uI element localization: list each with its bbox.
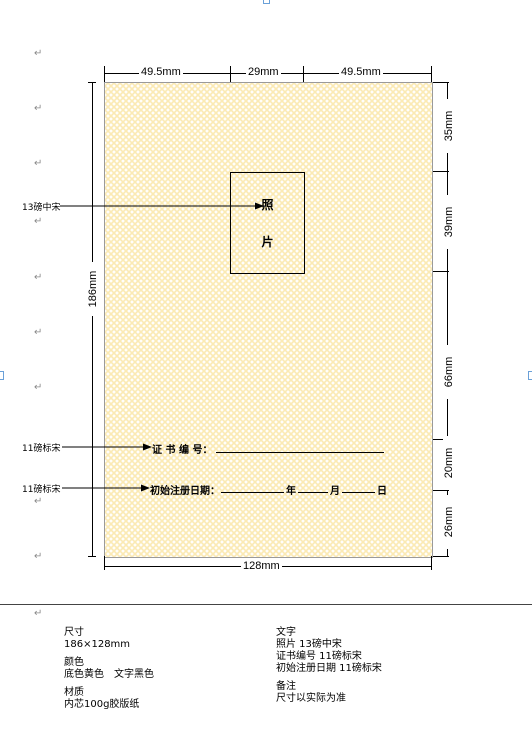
text-line-2: 证书编号 11磅标宋 [276, 651, 362, 662]
photo-char-1: 照 [261, 198, 274, 212]
cert-number-underline [216, 452, 384, 453]
paragraph-mark-icon: ↵ [34, 272, 43, 283]
paragraph-mark-icon: ↵ [34, 48, 43, 59]
month-underline [298, 492, 328, 493]
section-divider [0, 604, 532, 605]
top-dimension: 49.5mm 29mm 49.5mm [0, 0, 532, 90]
text-line-1: 照片 13磅中宋 [276, 639, 342, 650]
top-marker [263, 0, 270, 4]
top-mid-dimension: 29mm [246, 66, 281, 78]
right-edge-marker [528, 371, 532, 380]
color-value: 底色黄色 文字黑色 [64, 669, 154, 680]
paragraph-mark-icon: ↵ [34, 158, 43, 169]
date-font-annotation: 11磅标宋 [22, 485, 61, 495]
photo-arrow-icon [60, 202, 264, 210]
material-value: 内芯100g胶版纸 [64, 699, 140, 710]
date-arrow-icon [62, 484, 150, 492]
reg-date-label: 初始注册日期： [150, 486, 220, 497]
left-height-dimension: 186mm [87, 262, 99, 316]
year-label: 年 [286, 486, 296, 497]
right-dimension-2: 39mm [443, 195, 455, 249]
certificate-card [104, 82, 433, 558]
left-dimension [85, 82, 105, 558]
right-dimension-3: 66mm [443, 345, 455, 399]
right-dimension-1: 35mm [443, 99, 455, 153]
text-line-3: 初始注册日期 11磅标宋 [276, 663, 382, 674]
size-title: 尺寸 [64, 627, 84, 638]
photo-char-2: 片 [261, 235, 274, 249]
paragraph-mark-icon: ↵ [34, 327, 43, 338]
size-value: 186×128mm [64, 639, 131, 650]
paragraph-mark-icon: ↵ [34, 216, 43, 227]
paragraph-mark-icon: ↵ [34, 608, 43, 619]
spec-right-column: 文字 照片 13磅中宋 证书编号 11磅标宋 初始注册日期 11磅标宋 备注 尺… [276, 627, 382, 705]
right-dimension-4: 20mm [443, 436, 455, 490]
right-dimension [431, 82, 461, 558]
material-title: 材质 [64, 687, 84, 698]
top-left-dimension: 49.5mm [139, 66, 183, 78]
spec-left-column: 尺寸 186×128mm 颜色 底色黄色 文字黑色 材质 内芯100g胶版纸 [64, 627, 154, 711]
remark-title: 备注 [276, 681, 296, 692]
year-underline [221, 492, 284, 493]
photo-font-annotation: 13磅中宋 [22, 203, 61, 213]
cert-font-annotation: 11磅标宋 [22, 444, 61, 454]
day-label: 日 [377, 486, 387, 497]
cert-arrow-icon [62, 443, 152, 451]
color-title: 颜色 [64, 657, 84, 668]
paragraph-mark-icon: ↵ [34, 103, 43, 114]
paragraph-mark-icon: ↵ [34, 551, 43, 562]
day-underline [342, 492, 375, 493]
text-title: 文字 [276, 627, 296, 638]
photo-box: 照 片 [230, 172, 305, 274]
left-edge-marker [0, 371, 4, 380]
month-label: 月 [330, 486, 340, 497]
paragraph-mark-icon: ↵ [34, 496, 43, 507]
cert-number-label: 证 书 编 号： [152, 445, 213, 456]
top-right-dimension: 49.5mm [339, 66, 383, 78]
right-dimension-5: 26mm [443, 495, 455, 549]
paragraph-mark-icon: ↵ [34, 382, 43, 393]
remark-value: 尺寸以实际为准 [276, 693, 346, 704]
bottom-width-dimension: 128mm [241, 560, 282, 572]
